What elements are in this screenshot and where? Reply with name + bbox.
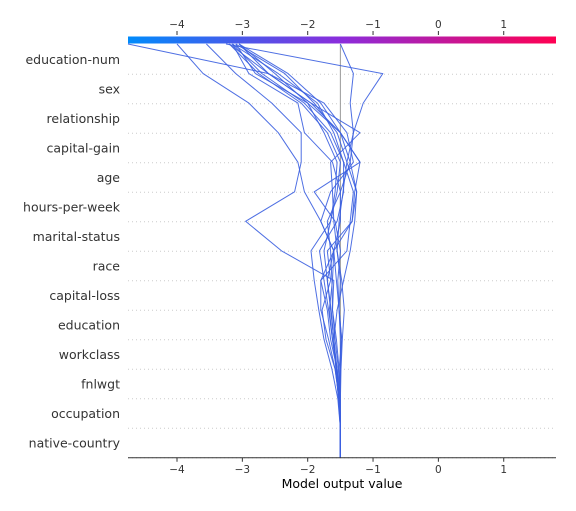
feature-label-native-country: native-country [29,436,121,451]
colorbar [128,36,556,44]
top-axis: −4 −3 −2 −1 0 1 [169,19,507,35]
bottom-tick-label: −1 [365,464,380,476]
top-tick-label: −4 [169,19,185,31]
gridlines [128,73,556,459]
feature-label-marital-status: marital-status [33,229,120,244]
decision-line [238,43,361,458]
feature-label-age: age [97,170,121,185]
bottom-tick-label: 0 [435,464,442,476]
top-tick-label: −1 [365,19,380,31]
decision-line [225,43,384,458]
top-tick-label: 0 [435,19,442,31]
feature-label-race: race [93,259,121,274]
bottom-tick-label: 1 [500,464,507,476]
feature-label-sex: sex [99,82,120,97]
decision-line [232,43,345,458]
feature-label-education-num: education-num [25,52,120,67]
bottom-axis: −4 −3 −2 −1 0 1 [128,457,556,476]
decision-line [238,43,361,458]
feature-label-workclass: workclass [59,347,120,362]
x-axis-title: Model output value [282,476,403,491]
feature-label-relationship: relationship [47,111,121,126]
feature-label-capital-gain: capital-gain [47,141,120,156]
decision-lines [127,43,384,458]
feature-label-occupation: occupation [51,406,120,421]
top-tick-label: −2 [300,19,315,31]
top-tick-label: −3 [235,19,250,31]
top-tick-label: 1 [500,19,507,31]
feature-labels: education-num sex relationship capital-gain… [23,52,121,451]
feature-label-fnlwgt: fnlwgt [81,377,120,392]
feature-label-hours-per-week: hours-per-week [23,200,121,215]
feature-label-education: education [58,318,120,333]
feature-label-capital-loss: capital-loss [49,288,120,303]
bottom-tick-label: −4 [169,464,185,476]
decision-line [235,43,341,458]
decision-line [228,43,354,458]
bottom-tick-label: −2 [300,464,315,476]
bottom-tick-label: −3 [235,464,250,476]
decision-line [228,43,341,458]
